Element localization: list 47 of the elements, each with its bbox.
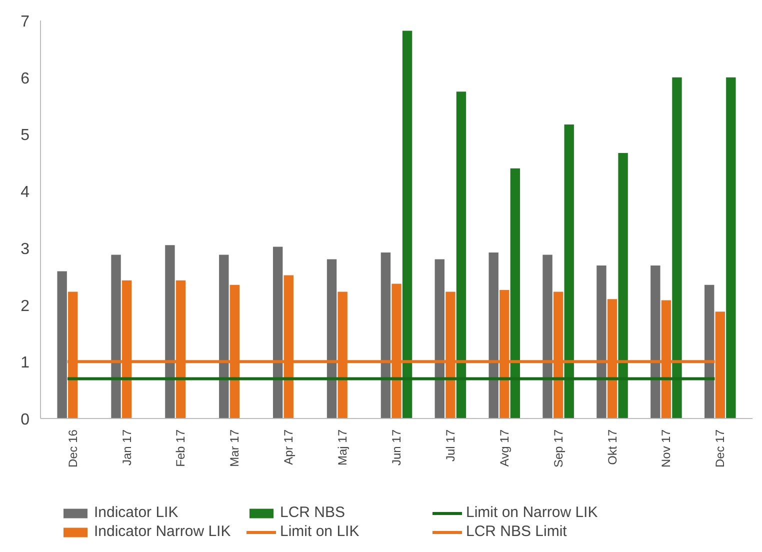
legend-label: LCR NBS Limit (466, 523, 568, 540)
bar (542, 254, 552, 418)
bar (650, 266, 660, 418)
x-tick-label: Dec 17 (713, 429, 728, 468)
bar (564, 124, 574, 418)
bar (402, 30, 412, 418)
x-tick-label: Jul 17 (443, 429, 458, 462)
x-tick-label: Jan 17 (120, 429, 134, 466)
bar (111, 254, 121, 418)
x-tick-label: Sep 17 (551, 429, 566, 468)
y-tick-label: 5 (20, 127, 30, 144)
x-tick-label: Mar 17 (228, 429, 242, 467)
x-tick-label: Maj 17 (336, 429, 350, 466)
y-tick-label: 4 (20, 184, 30, 202)
x-tick-label: Nov 17 (659, 429, 674, 468)
x-tick-label: Feb 17 (174, 429, 188, 467)
bar (704, 284, 714, 418)
bar (380, 252, 391, 418)
bar (596, 266, 606, 418)
bar (488, 252, 498, 418)
bar (272, 246, 283, 418)
legend-label: LCR NBS (280, 504, 346, 521)
x-tick-label: Jun 17 (390, 429, 404, 466)
legend-label: Limit on LIK (280, 523, 360, 540)
y-tick-label: 3 (20, 240, 30, 258)
y-tick-label: 1 (20, 354, 30, 372)
bar (434, 259, 445, 418)
bar (618, 152, 628, 418)
bar (219, 254, 229, 418)
legend-label: Indicator LIK (94, 504, 180, 521)
legend-label: Limit on Narrow LIK (466, 504, 599, 521)
y-tick-label: 0 (20, 412, 30, 428)
bar (456, 92, 466, 418)
bar (726, 77, 736, 418)
x-tick-label: Dec 16 (66, 429, 80, 468)
x-tick-label: Apr 17 (282, 429, 296, 465)
legend-label: Indicator Narrow LIK (94, 523, 232, 540)
x-tick-label: Okt 17 (605, 429, 620, 465)
bar (672, 77, 682, 418)
y-tick-label: 6 (20, 70, 30, 88)
bar (326, 259, 337, 418)
x-tick-label: Avg 17 (497, 429, 512, 467)
y-tick-label: 7 (20, 14, 30, 30)
bar (165, 245, 175, 418)
y-tick-label: 2 (20, 298, 30, 315)
bar (57, 271, 67, 418)
bar (510, 168, 520, 418)
